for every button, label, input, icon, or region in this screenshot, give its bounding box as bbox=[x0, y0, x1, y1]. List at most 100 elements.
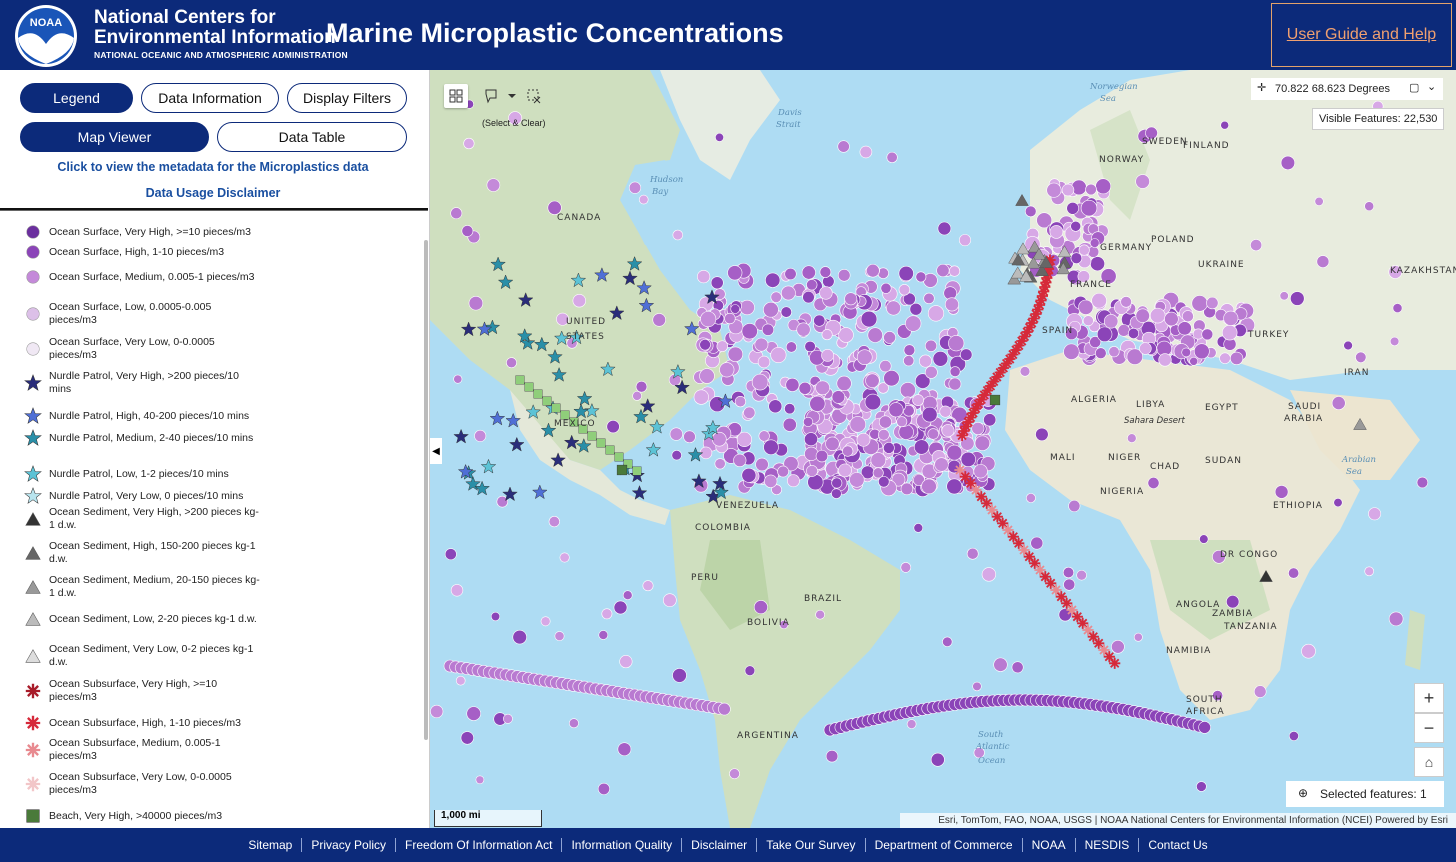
map-square-point[interactable] bbox=[632, 466, 642, 476]
map-star-point[interactable] bbox=[712, 475, 728, 491]
map-data-point[interactable] bbox=[1062, 566, 1075, 579]
tab-data-table[interactable]: Data Table bbox=[217, 122, 407, 152]
map-data-point[interactable] bbox=[934, 457, 949, 472]
map-data-point[interactable] bbox=[699, 339, 711, 351]
map-data-point[interactable] bbox=[739, 299, 755, 316]
map-star-point[interactable] bbox=[608, 305, 625, 321]
map-data-point[interactable] bbox=[540, 616, 551, 627]
map-asterisk-point[interactable] bbox=[1087, 631, 1099, 643]
map-triangle-point[interactable] bbox=[1026, 256, 1041, 269]
map-data-point[interactable] bbox=[927, 305, 945, 322]
map-data-point[interactable] bbox=[983, 413, 997, 427]
map-data-point[interactable] bbox=[554, 631, 565, 642]
map-triangle-point[interactable] bbox=[1016, 242, 1030, 255]
noaa-logo-icon[interactable]: NOAA bbox=[14, 4, 78, 68]
map-data-point[interactable] bbox=[903, 355, 915, 367]
map-data-point[interactable] bbox=[919, 354, 932, 368]
map-star-point[interactable] bbox=[687, 446, 704, 462]
map-data-point[interactable] bbox=[548, 516, 560, 528]
map-star-point[interactable] bbox=[594, 267, 610, 282]
map-data-point[interactable] bbox=[859, 145, 873, 159]
map-star-point[interactable] bbox=[465, 476, 481, 491]
map-data-point[interactable] bbox=[713, 288, 726, 300]
map-square-point[interactable] bbox=[596, 438, 606, 448]
map-data-point[interactable] bbox=[785, 377, 800, 392]
footer-link[interactable]: Contact Us bbox=[1138, 838, 1216, 852]
map-asterisk-point[interactable] bbox=[1093, 637, 1105, 649]
map-data-point[interactable] bbox=[932, 351, 949, 367]
map-data-point[interactable] bbox=[973, 464, 988, 479]
map-data-point[interactable] bbox=[909, 302, 923, 316]
map-data-point[interactable] bbox=[672, 668, 687, 683]
map-data-point[interactable] bbox=[1389, 336, 1400, 347]
map-data-point[interactable] bbox=[973, 747, 985, 759]
map-data-point[interactable] bbox=[761, 323, 775, 336]
map-square-point[interactable] bbox=[623, 459, 633, 469]
map-data-point[interactable] bbox=[842, 445, 854, 457]
map-data-point[interactable] bbox=[825, 750, 839, 763]
map-data-point[interactable] bbox=[1127, 433, 1137, 443]
map-star-point[interactable] bbox=[453, 428, 469, 444]
map-data-point[interactable] bbox=[741, 323, 758, 340]
map-triangle-point[interactable] bbox=[1056, 262, 1071, 275]
map-data-point[interactable] bbox=[966, 547, 979, 560]
map-star-point[interactable] bbox=[476, 321, 493, 337]
map-data-point[interactable] bbox=[815, 609, 825, 620]
map-data-point[interactable] bbox=[1066, 202, 1079, 215]
map-asterisk-point[interactable] bbox=[958, 425, 970, 437]
map-data-point[interactable] bbox=[771, 484, 782, 496]
map-data-point[interactable] bbox=[1355, 351, 1367, 363]
map-data-point[interactable] bbox=[898, 284, 911, 296]
map-data-point[interactable] bbox=[463, 137, 475, 150]
map-data-point[interactable] bbox=[617, 742, 632, 757]
map-data-point[interactable] bbox=[751, 373, 769, 391]
map-data-point[interactable] bbox=[727, 265, 743, 281]
map-data-point[interactable] bbox=[831, 477, 843, 489]
map-data-point[interactable] bbox=[896, 416, 908, 428]
map-star-point[interactable] bbox=[540, 422, 557, 438]
map-data-point[interactable] bbox=[1364, 566, 1375, 577]
map-asterisk-point[interactable] bbox=[975, 491, 987, 503]
map-data-point[interactable] bbox=[715, 132, 724, 142]
map-asterisk-point[interactable] bbox=[1007, 348, 1019, 361]
map-data-point[interactable] bbox=[556, 312, 570, 326]
map-star-point[interactable] bbox=[670, 363, 686, 379]
map-data-point[interactable] bbox=[1095, 178, 1112, 195]
map-data-point[interactable] bbox=[1091, 292, 1107, 309]
map-data-point[interactable] bbox=[744, 665, 756, 676]
map-data-point[interactable] bbox=[628, 181, 642, 194]
map-asterisk-point[interactable] bbox=[1098, 644, 1110, 656]
map-star-point[interactable] bbox=[490, 256, 506, 272]
map-data-point[interactable] bbox=[915, 373, 931, 389]
map-data-point[interactable] bbox=[825, 436, 840, 451]
map-data-point[interactable] bbox=[763, 301, 779, 318]
map-star-point[interactable] bbox=[533, 336, 550, 352]
map-data-point[interactable] bbox=[879, 360, 892, 373]
map-data-point[interactable] bbox=[444, 548, 457, 561]
map-asterisk-point[interactable] bbox=[956, 429, 968, 442]
map-data-point[interactable] bbox=[450, 207, 463, 220]
map-data-point[interactable] bbox=[606, 419, 620, 434]
map-data-point[interactable] bbox=[971, 422, 985, 435]
footer-link[interactable]: Department of Commerce bbox=[864, 838, 1022, 852]
map-star-point[interactable] bbox=[508, 436, 525, 452]
map-data-point[interactable] bbox=[936, 263, 950, 278]
map-data-point[interactable] bbox=[724, 312, 736, 325]
map-star-point[interactable] bbox=[575, 438, 592, 453]
qr-tool-button[interactable] bbox=[444, 84, 468, 108]
tab-map-viewer[interactable]: Map Viewer bbox=[20, 122, 209, 152]
map-data-point[interactable] bbox=[856, 432, 871, 447]
map-data-point[interactable] bbox=[461, 225, 474, 237]
map-asterisk-point[interactable] bbox=[1033, 299, 1046, 311]
map-data-point[interactable] bbox=[559, 552, 570, 563]
map-star-point[interactable] bbox=[631, 485, 648, 500]
map-data-point[interactable] bbox=[1070, 252, 1083, 264]
map-data-point[interactable] bbox=[734, 395, 747, 408]
map-data-point[interactable] bbox=[1288, 731, 1299, 741]
map-square-point[interactable] bbox=[524, 382, 534, 392]
map-data-point[interactable] bbox=[1279, 291, 1289, 301]
map-asterisk-point[interactable] bbox=[1026, 317, 1038, 329]
map-star-point[interactable] bbox=[576, 390, 593, 406]
map-asterisk-point[interactable] bbox=[1038, 285, 1050, 298]
map-asterisk-point[interactable] bbox=[970, 402, 982, 415]
